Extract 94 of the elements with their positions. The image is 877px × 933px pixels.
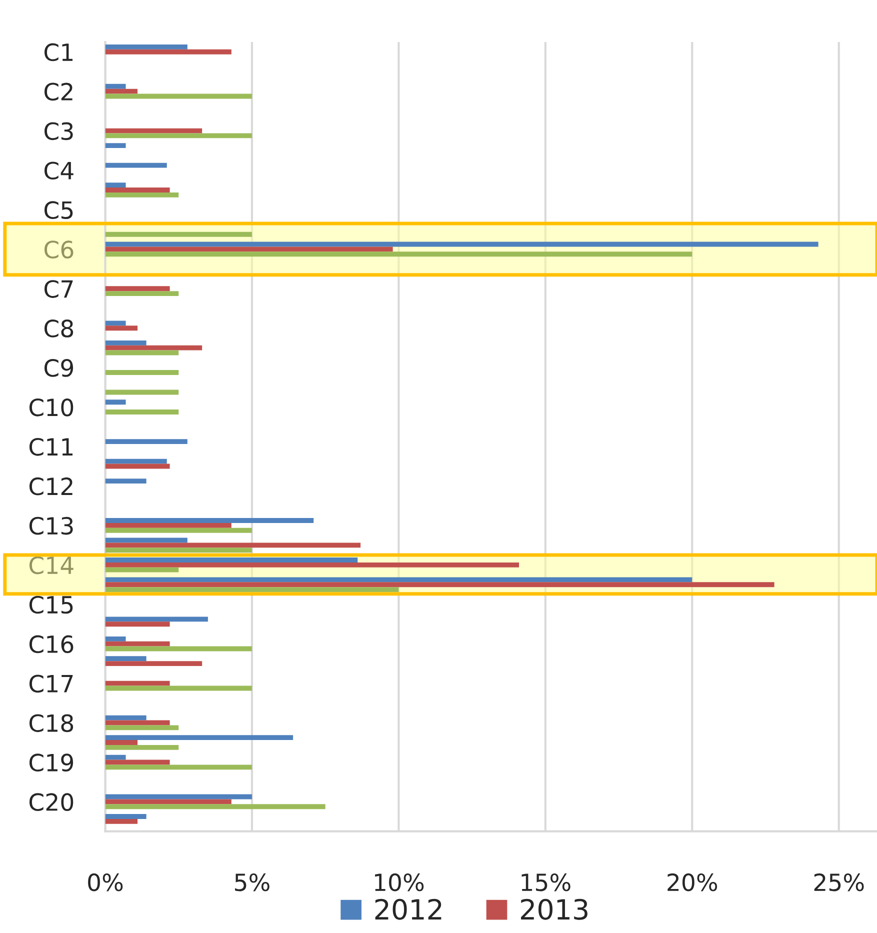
bar	[105, 291, 179, 296]
bar	[105, 188, 170, 192]
y-tick-label: C7	[44, 280, 73, 298]
bar	[105, 44, 188, 50]
bar	[105, 340, 146, 346]
y-tick-label: C1	[44, 43, 73, 62]
y-tick-label: C17	[29, 674, 73, 693]
y-tick-label: C4	[44, 162, 74, 180]
bar	[105, 326, 138, 331]
bar	[105, 661, 202, 666]
y-tick-label: C19	[29, 754, 74, 772]
bar	[105, 182, 126, 188]
bar	[105, 538, 188, 543]
y-tick-label: C6	[44, 240, 74, 258]
bar	[105, 558, 358, 562]
bar	[105, 567, 179, 572]
bar	[105, 587, 399, 592]
bar	[105, 518, 314, 523]
bar	[105, 400, 126, 405]
bar	[105, 458, 167, 464]
bar	[105, 680, 170, 686]
y-tick-label: C12	[29, 477, 72, 496]
bar	[105, 162, 167, 168]
legend-label: 2012	[375, 898, 442, 920]
bar	[105, 754, 126, 760]
bar	[105, 735, 294, 740]
bar	[105, 818, 138, 824]
bar	[105, 350, 179, 356]
bar	[105, 740, 138, 745]
bar	[105, 286, 170, 292]
bar	[105, 192, 179, 198]
bar	[105, 143, 126, 148]
bar	[105, 252, 692, 257]
x-tick-label: 25%	[814, 873, 864, 892]
bar	[105, 686, 252, 691]
x-tick-label: 5%	[235, 873, 270, 892]
bar	[105, 814, 146, 819]
y-tick-label: C15	[29, 596, 73, 614]
x-tick-label: 0%	[88, 873, 123, 892]
y-tick-label: C16	[29, 635, 74, 654]
bar	[105, 542, 361, 548]
bar	[105, 720, 170, 726]
y-tick-label: C13	[29, 516, 73, 535]
bar	[105, 725, 179, 730]
bar	[105, 562, 519, 568]
y-tick-label: C11	[29, 438, 73, 456]
bar	[105, 760, 170, 765]
bar	[105, 641, 170, 646]
bar	[105, 764, 252, 770]
bar	[105, 133, 252, 138]
bar	[105, 804, 326, 810]
bar	[105, 320, 126, 326]
legend-label: 2013	[521, 898, 588, 920]
bar	[105, 744, 179, 750]
y-tick-label: C18	[29, 714, 74, 732]
bar	[105, 794, 252, 800]
y-tick-label: C20	[29, 793, 74, 812]
bar	[105, 582, 774, 588]
y-tick-label: C10	[29, 398, 74, 416]
bar	[105, 242, 818, 247]
bar	[105, 478, 146, 484]
bar	[105, 232, 252, 237]
bar	[105, 548, 252, 553]
bar	[105, 616, 208, 622]
bar	[105, 715, 146, 720]
bar	[105, 522, 232, 528]
y-tick-label: C2	[44, 82, 72, 101]
y-tick-label: C9	[44, 359, 74, 377]
bar	[105, 464, 170, 469]
bar	[105, 49, 232, 54]
bar	[105, 345, 202, 350]
y-tick-label: C3	[44, 122, 73, 140]
x-tick-label: 15%	[522, 873, 570, 892]
x-tick-label: 10%	[375, 873, 424, 892]
bar	[105, 94, 252, 99]
y-tick-label: C8	[44, 320, 74, 338]
y-tick-label: C14	[29, 556, 74, 574]
bar	[105, 439, 188, 444]
bar	[105, 636, 126, 642]
bar	[105, 646, 252, 652]
bar	[105, 88, 138, 94]
bar	[105, 799, 232, 804]
y-tick-label: C5	[44, 201, 73, 220]
bar	[105, 390, 179, 395]
bar	[105, 528, 252, 533]
bar	[105, 128, 202, 134]
bar	[105, 577, 692, 582]
bar	[105, 246, 393, 252]
bar	[105, 370, 179, 375]
bar	[105, 84, 126, 89]
x-tick-label: 20%	[668, 873, 718, 892]
bar	[105, 622, 170, 627]
bar	[105, 656, 146, 662]
bar	[105, 410, 179, 414]
